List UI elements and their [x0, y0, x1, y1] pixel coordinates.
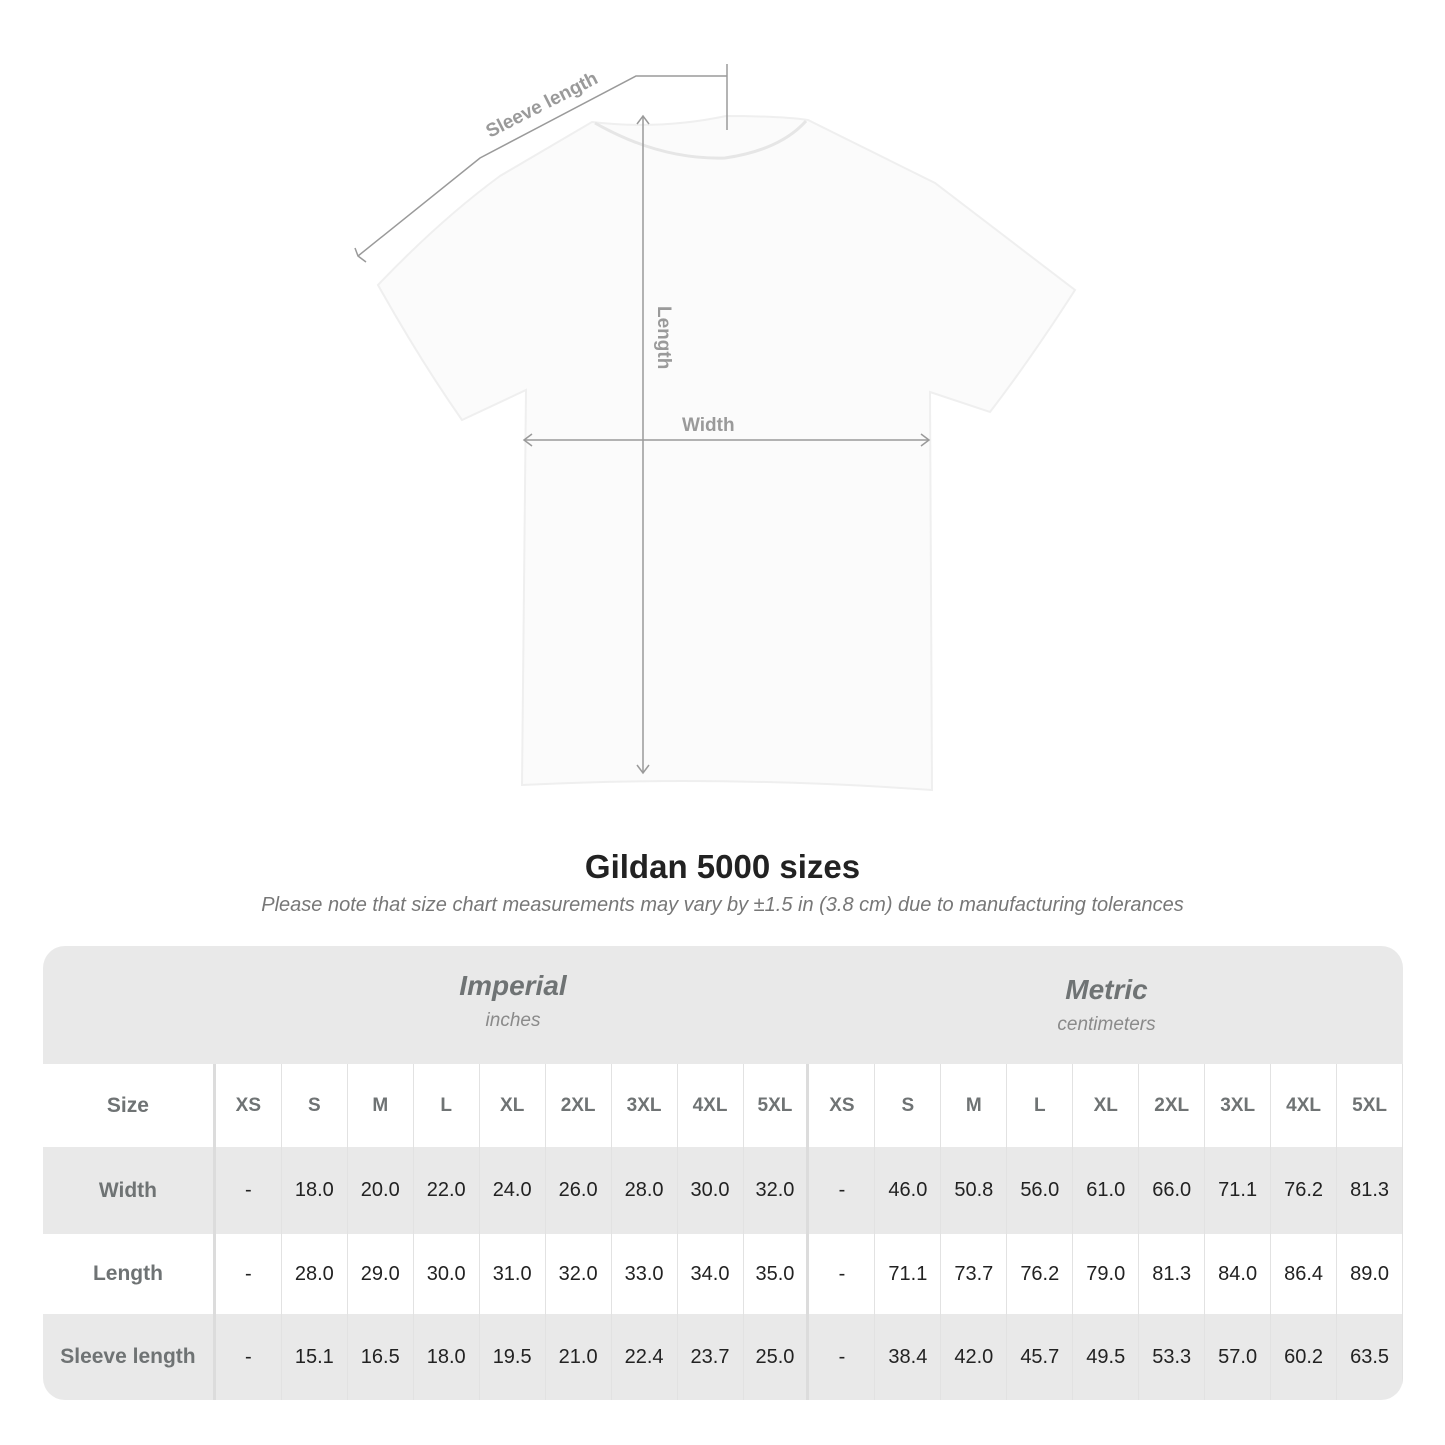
- size-imperial-header: S: [282, 1064, 348, 1147]
- length-measure: [636, 114, 650, 775]
- imperial-cell: 18.0: [414, 1314, 480, 1400]
- imperial-title: Imperial: [459, 970, 567, 1001]
- imperial-cell: 25.0: [744, 1314, 810, 1400]
- size-metric-header: 5XL: [1337, 1064, 1403, 1147]
- size-metric-header: 2XL: [1139, 1064, 1206, 1147]
- metric-cell: 49.5: [1073, 1314, 1140, 1400]
- metric-cell: 71.1: [1205, 1147, 1272, 1234]
- metric-cell: 81.3: [1337, 1147, 1403, 1234]
- imperial-cell: 30.0: [414, 1234, 480, 1314]
- size-imperial-header: M: [348, 1064, 414, 1147]
- imperial-cell: 34.0: [678, 1234, 744, 1314]
- size-metric-header: L: [1007, 1064, 1074, 1147]
- metric-cell: 76.2: [1271, 1147, 1338, 1234]
- tshirt-diagram: Sleeve length Length Width: [354, 64, 1077, 792]
- size-metric-header: S: [875, 1064, 942, 1147]
- metric-unit: centimeters: [1057, 1014, 1156, 1035]
- imperial-cell: 28.0: [612, 1147, 678, 1234]
- metric-cell: 73.7: [941, 1234, 1008, 1314]
- table-row: Sleeve length -15.1 16.5 18.0 19.5 21.0 22.4 23…: [43, 1314, 1403, 1400]
- imperial-cell: 18.0: [282, 1147, 348, 1234]
- width-measure: [522, 433, 931, 447]
- metric-cell: -: [809, 1147, 876, 1234]
- size-imperial-header: L: [414, 1064, 480, 1147]
- size-metric-header: XS: [809, 1064, 876, 1147]
- metric-cell: 38.4: [875, 1314, 942, 1400]
- metric-cell: 57.0: [1205, 1314, 1272, 1400]
- size-header-row: Size XS S M L XL 2XL 3XL 4XL 5XL XS S M L XL 2XL 3XL 4XL 5…: [43, 1064, 1403, 1147]
- width-label: Width: [682, 415, 735, 436]
- metric-cell: 76.2: [1007, 1234, 1074, 1314]
- imperial-cell: 33.0: [612, 1234, 678, 1314]
- imperial-cell: 23.7: [678, 1314, 744, 1400]
- imperial-cell: 20.0: [348, 1147, 414, 1234]
- row-band: [43, 1147, 1403, 1234]
- size-imperial-header: 2XL: [546, 1064, 612, 1147]
- row-label: Width: [43, 1147, 216, 1234]
- tshirt-image: [376, 114, 1077, 792]
- chart-title: Gildan 5000 sizes: [584, 848, 861, 885]
- imperial-cell: 21.0: [546, 1314, 612, 1400]
- size-table: Imperial inches Metric centimeters Size X…: [43, 946, 1403, 1400]
- size-imperial-header: 4XL: [678, 1064, 744, 1147]
- imperial-cell: 30.0: [678, 1147, 744, 1234]
- length-label: Length: [653, 306, 674, 369]
- imperial-unit: inches: [485, 1010, 541, 1031]
- row-label: Sleeve length: [43, 1314, 216, 1400]
- size-imperial-header: 3XL: [612, 1064, 678, 1147]
- size-metric-header: 4XL: [1271, 1064, 1338, 1147]
- metric-cell: 86.4: [1271, 1234, 1338, 1314]
- metric-cell: -: [809, 1234, 876, 1314]
- metric-header: Metric centimeters: [810, 974, 1403, 1036]
- imperial-cell: 35.0: [744, 1234, 810, 1314]
- metric-cell: 89.0: [1337, 1234, 1403, 1314]
- metric-cell: 60.2: [1271, 1314, 1338, 1400]
- imperial-cell: 28.0: [282, 1234, 348, 1314]
- size-imperial-header: 5XL: [744, 1064, 810, 1147]
- imperial-cell: -: [216, 1234, 282, 1314]
- imperial-cell: 31.0: [480, 1234, 546, 1314]
- size-metric-header: 3XL: [1205, 1064, 1272, 1147]
- header-band: [43, 946, 1403, 1064]
- metric-title: Metric: [1065, 974, 1148, 1005]
- imperial-cell: -: [216, 1314, 282, 1400]
- metric-cell: 53.3: [1139, 1314, 1206, 1400]
- imperial-cell: 32.0: [744, 1147, 810, 1234]
- size-metric-header: XL: [1073, 1064, 1140, 1147]
- metric-cell: 66.0: [1139, 1147, 1206, 1234]
- metric-cell: 61.0: [1073, 1147, 1140, 1234]
- tolerance-note: Please note that size chart measurements…: [261, 894, 1184, 916]
- row-band: [43, 1314, 1403, 1400]
- metric-cell: -: [809, 1314, 876, 1400]
- metric-cell: 46.0: [875, 1147, 942, 1234]
- table-row: Length -28.0 29.0 30.0 31.0 32.0 33.0 34.0 35.0-…: [43, 1234, 1403, 1314]
- metric-cell: 84.0: [1205, 1234, 1272, 1314]
- size-imperial-header: XS: [216, 1064, 282, 1147]
- metric-cell: 81.3: [1139, 1234, 1206, 1314]
- row-label: Length: [43, 1234, 216, 1314]
- imperial-cell: 22.0: [414, 1147, 480, 1234]
- imperial-cell: 16.5: [348, 1314, 414, 1400]
- metric-cell: 50.8: [941, 1147, 1008, 1234]
- size-label: Size: [43, 1064, 216, 1147]
- imperial-header: Imperial inches: [216, 970, 810, 1032]
- imperial-cell: 26.0: [546, 1147, 612, 1234]
- metric-cell: 63.5: [1337, 1314, 1403, 1400]
- imperial-cell: 15.1: [282, 1314, 348, 1400]
- table-row: Width -18.0 20.0 22.0 24.0 26.0 28.0 30.0 32.0-4…: [43, 1147, 1403, 1234]
- metric-cell: 56.0: [1007, 1147, 1074, 1234]
- imperial-cell: 32.0: [546, 1234, 612, 1314]
- sleeve-length-measure: [354, 64, 728, 263]
- metric-cell: 45.7: [1007, 1314, 1074, 1400]
- size-imperial-header: XL: [480, 1064, 546, 1147]
- imperial-cell: 19.5: [480, 1314, 546, 1400]
- metric-cell: 79.0: [1073, 1234, 1140, 1314]
- imperial-cell: 24.0: [480, 1147, 546, 1234]
- imperial-cell: 22.4: [612, 1314, 678, 1400]
- imperial-cell: -: [216, 1147, 282, 1234]
- metric-cell: 42.0: [941, 1314, 1008, 1400]
- metric-cell: 71.1: [875, 1234, 942, 1314]
- size-metric-header: M: [941, 1064, 1008, 1147]
- imperial-cell: 29.0: [348, 1234, 414, 1314]
